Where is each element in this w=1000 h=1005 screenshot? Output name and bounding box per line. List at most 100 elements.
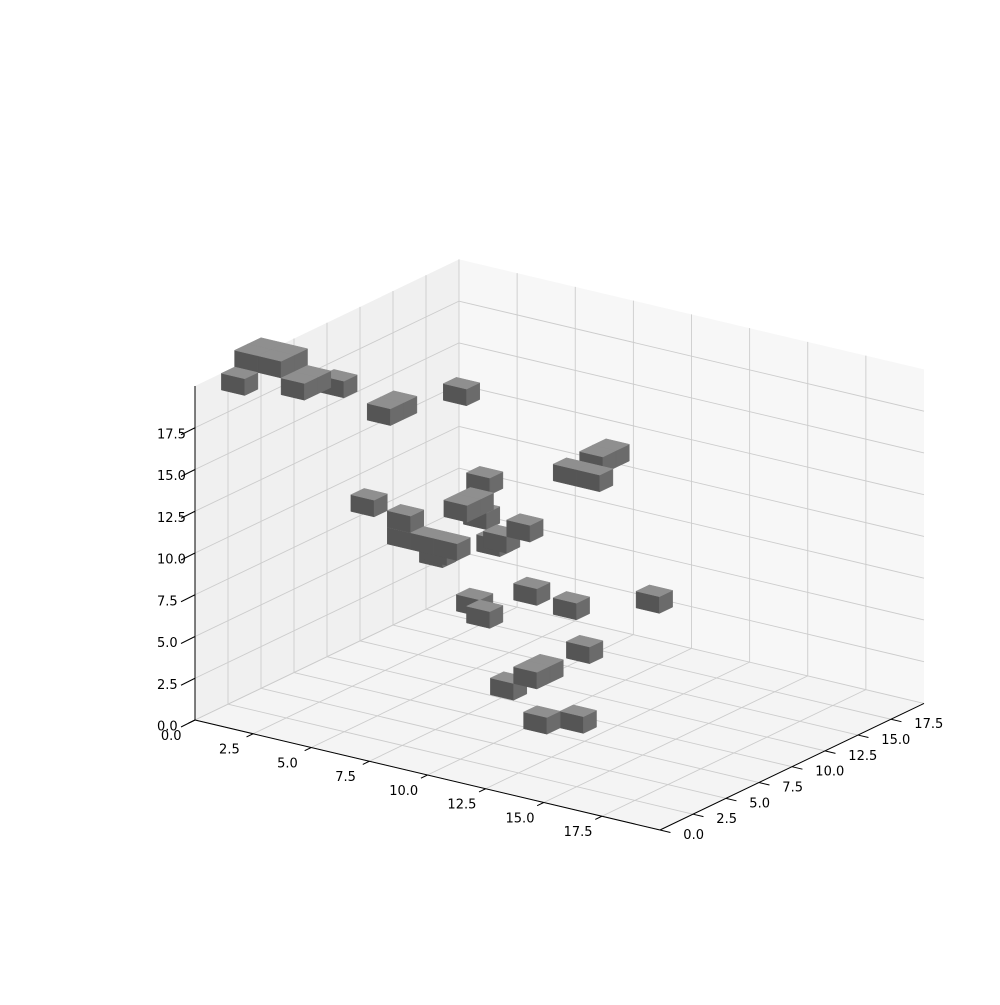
grid-line [260, 687, 727, 799]
voxel [465, 466, 504, 496]
grid-line [194, 342, 460, 470]
grid-line [359, 640, 826, 752]
y-tick [758, 782, 770, 786]
voxel-face [522, 705, 561, 718]
grid-line [194, 425, 460, 554]
voxel-face [442, 377, 481, 390]
y-tick [659, 829, 671, 833]
grid-line [458, 342, 925, 454]
voxel [559, 704, 598, 734]
voxel-face [443, 493, 482, 506]
y-tick-label: 17.5 [914, 717, 943, 732]
z-tick [180, 719, 196, 728]
grid-line [458, 384, 925, 496]
x-tick [478, 788, 486, 793]
y-tick [692, 813, 704, 818]
z-tick-label: 17.5 [157, 427, 186, 442]
voxel [512, 660, 551, 690]
voxel-face [565, 634, 604, 648]
grid-line [392, 624, 859, 736]
y-tick-label: 5.0 [749, 796, 770, 811]
x-tick [595, 815, 603, 820]
y-tick [824, 750, 836, 754]
voxel-face [366, 396, 405, 410]
voxel [443, 493, 482, 523]
x-tick-label: 12.5 [447, 798, 476, 813]
x-tick-label: 0.0 [161, 729, 182, 744]
z-tick [180, 469, 196, 477]
voxel [635, 584, 674, 614]
z-tick [180, 427, 196, 436]
grid-line [458, 592, 925, 704]
z-tick-label: 2.5 [157, 678, 178, 693]
voxel-face [280, 371, 319, 384]
voxel [565, 634, 604, 665]
grid-line [194, 592, 460, 721]
grid-line [194, 467, 460, 596]
y-tick [791, 766, 803, 770]
voxel [522, 705, 561, 735]
y-tick-label: 12.5 [848, 749, 877, 764]
voxel-face [455, 587, 494, 601]
z-tick [180, 594, 196, 603]
y-tick-label: 10.0 [815, 765, 844, 780]
grid-line [425, 608, 892, 720]
voxel-face [350, 488, 389, 501]
grid-line [458, 551, 925, 663]
z-tick-label: 5.0 [157, 636, 178, 651]
grid-line [458, 467, 925, 579]
voxel [433, 531, 472, 561]
z-tick-label: 7.5 [157, 594, 178, 609]
x-tick [304, 747, 312, 752]
z-tick-label: 12.5 [157, 511, 186, 526]
y-tick [857, 734, 869, 739]
grid-line [194, 300, 460, 429]
y-tick-label: 0.0 [683, 828, 704, 843]
x-tick-label: 7.5 [335, 770, 356, 785]
voxel-face [512, 576, 551, 590]
voxel [505, 513, 544, 543]
z-tick [180, 636, 196, 644]
x-tick [246, 733, 254, 738]
x-tick-label: 15.0 [506, 811, 535, 826]
x-tick-label: 5.0 [277, 756, 298, 771]
voxel [465, 599, 504, 629]
voxel-face [386, 504, 425, 517]
x-tick-label: 2.5 [219, 743, 240, 758]
voxel-face [465, 599, 504, 612]
z-tick-label: 15.0 [157, 469, 186, 484]
voxel [575, 463, 614, 493]
x-tick [420, 774, 428, 779]
voxel-face [433, 531, 472, 545]
y-tick [890, 718, 902, 723]
voxel [280, 371, 319, 401]
y-tick-label: 15.0 [881, 733, 910, 748]
y-tick-label: 2.5 [716, 812, 737, 827]
voxel-face [465, 466, 504, 479]
z-tick [180, 510, 196, 519]
voxel-face [559, 704, 598, 717]
grid-line [227, 703, 694, 815]
z-tick-label: 0.0 [157, 720, 178, 735]
y-tick-label: 7.5 [782, 781, 803, 796]
voxel [512, 576, 551, 606]
voxel [366, 396, 405, 426]
voxel-face [505, 513, 544, 526]
voxel-face [575, 463, 614, 476]
grid-line [458, 300, 925, 412]
voxel [442, 377, 481, 407]
x-tick-label: 17.5 [564, 825, 593, 840]
voxel [552, 591, 591, 621]
voxel-face [552, 591, 591, 604]
voxel [220, 366, 259, 396]
y-tick [725, 797, 737, 802]
x-tick [536, 802, 544, 807]
voxel-face [512, 660, 551, 673]
z-tick [180, 677, 196, 686]
voxel [257, 349, 296, 379]
voxel-face [635, 584, 674, 597]
grid-line [458, 425, 925, 537]
z-tick-label: 10.0 [157, 553, 186, 568]
